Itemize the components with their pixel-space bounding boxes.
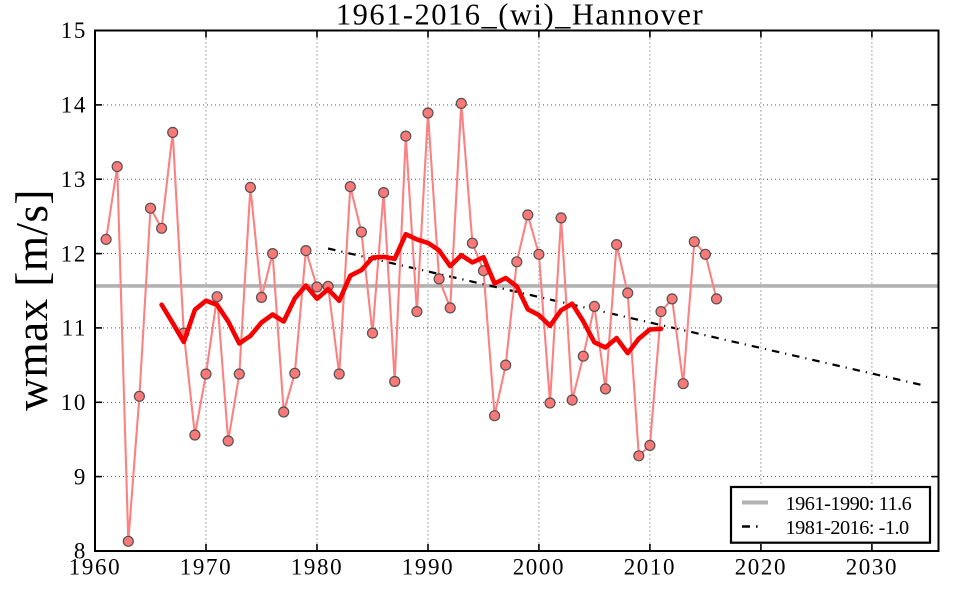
svg-text:1961-1990: 11.6: 1961-1990: 11.6 xyxy=(786,493,912,515)
svg-text:14: 14 xyxy=(61,93,87,118)
svg-text:wmax [m/s]: wmax [m/s] xyxy=(6,189,57,411)
svg-text:1970: 1970 xyxy=(180,555,232,580)
svg-text:2020: 2020 xyxy=(735,555,787,580)
svg-text:2030: 2030 xyxy=(846,555,898,580)
svg-text:2010: 2010 xyxy=(624,555,676,580)
svg-text:10: 10 xyxy=(61,390,87,415)
svg-text:1980: 1980 xyxy=(291,555,343,580)
svg-text:1961-2016_(wi)_Hannover: 1961-2016_(wi)_Hannover xyxy=(336,0,704,32)
svg-text:11: 11 xyxy=(62,316,87,341)
svg-text:15: 15 xyxy=(61,18,87,43)
svg-text:1990: 1990 xyxy=(402,555,454,580)
svg-text:9: 9 xyxy=(74,464,87,489)
svg-text:1960: 1960 xyxy=(69,555,121,580)
svg-text:1981-2016: -1.0: 1981-2016: -1.0 xyxy=(786,517,910,539)
svg-text:12: 12 xyxy=(61,241,87,266)
svg-text:13: 13 xyxy=(61,167,87,192)
svg-text:8: 8 xyxy=(74,539,87,564)
svg-text:2000: 2000 xyxy=(513,555,565,580)
